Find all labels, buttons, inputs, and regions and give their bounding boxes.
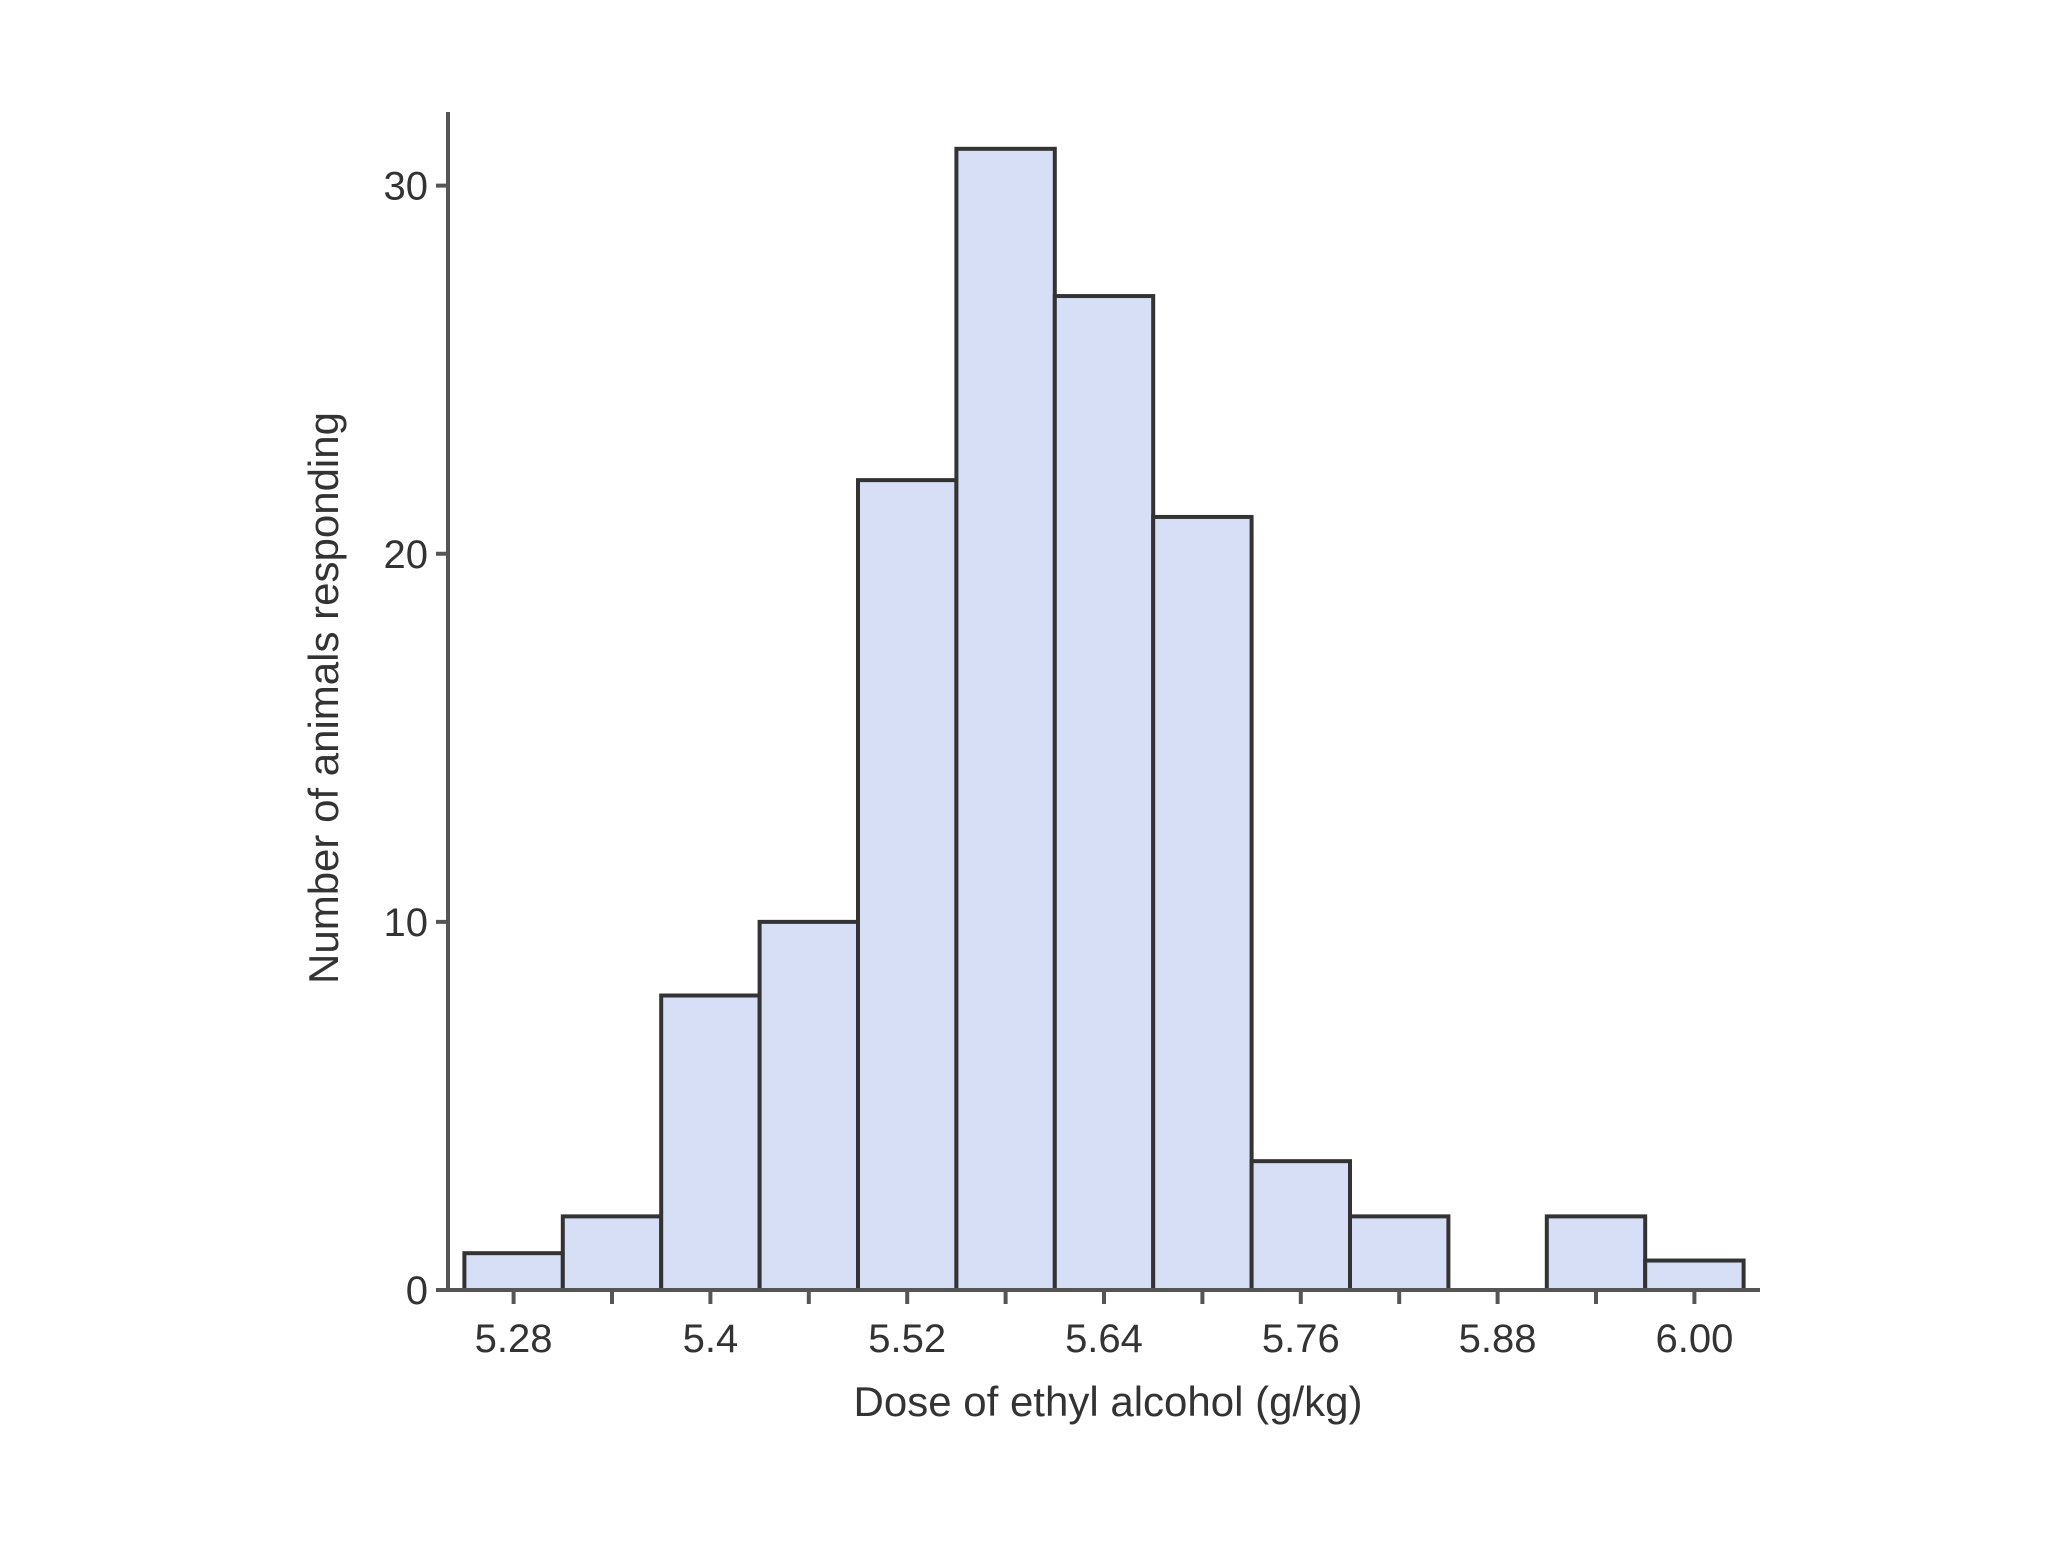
histogram-bar-7: [1151, 514, 1254, 1292]
x-axis-title: Dose of ethyl alcohol (g/kg): [854, 1378, 1363, 1425]
histogram-bar-8: [1249, 1159, 1352, 1292]
x-tick-label-5: 5.88: [1459, 1317, 1537, 1361]
y-tick-label-2: 20: [384, 533, 429, 577]
x-tick-label-3: 5.64: [1065, 1317, 1143, 1361]
histogram-bar-2: [659, 993, 762, 1292]
y-tick-label-1: 10: [384, 901, 429, 945]
x-tick-label-1: 5.4: [683, 1317, 739, 1361]
histogram-bar-12: [1643, 1258, 1746, 1293]
x-tick-label-0: 5.28: [475, 1317, 553, 1361]
y-tick-label-0: 0: [406, 1269, 428, 1313]
x-tick-label-4: 5.76: [1262, 1317, 1340, 1361]
ticks-layer: 0 10 20 30 5.28 5.4 5.52 5.64 5.76 5.88 6.00: [384, 165, 1734, 1361]
y-tick-label-3: 30: [384, 165, 429, 209]
histogram-bar-6: [1052, 294, 1156, 1292]
histogram-bar-1: [560, 1214, 664, 1292]
histogram-bar-0: [462, 1251, 565, 1292]
histogram-bar-4: [856, 478, 959, 1292]
bars-layer: [462, 146, 1746, 1293]
x-tick-label-2: 5.52: [868, 1317, 946, 1361]
histogram-bar-3: [757, 919, 860, 1292]
histogram-bar-11: [1544, 1214, 1648, 1292]
histogram-bar-5: [954, 146, 1057, 1292]
histogram-bar-9: [1348, 1214, 1451, 1292]
x-tick-label-6: 6.00: [1655, 1317, 1733, 1361]
y-axis-title: Number of animals responding: [300, 412, 347, 984]
